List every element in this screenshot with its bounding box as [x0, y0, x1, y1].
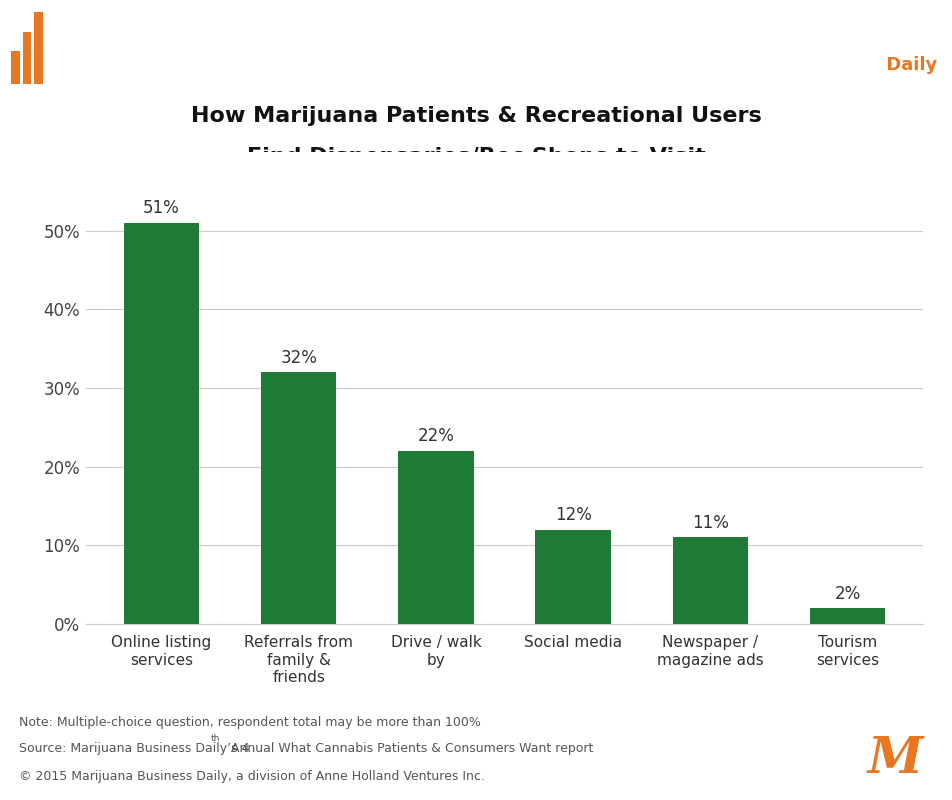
Text: th: th [210, 734, 220, 742]
Bar [535, 530, 611, 624]
Text: Marijuana: Marijuana [837, 25, 938, 42]
Text: 12%: 12% [555, 506, 591, 524]
Text: 51%: 51% [143, 199, 180, 218]
Bar [261, 372, 336, 624]
Text: Note: Multiple-choice question, respondent total may be more than 100%: Note: Multiple-choice question, responde… [19, 716, 481, 729]
Text: Daily: Daily [830, 56, 938, 74]
Text: 22%: 22% [418, 427, 454, 446]
Bar [11, 51, 20, 85]
Text: Annual What Cannabis Patients & Consumers Want report: Annual What Cannabis Patients & Consumer… [227, 742, 593, 755]
Text: Business: Business [843, 56, 938, 74]
Bar [34, 13, 43, 85]
Text: Find Dispensaries/Rec Shops to Visit: Find Dispensaries/Rec Shops to Visit [247, 147, 705, 167]
Text: © 2015 Marijuana Business Daily, a division of Anne Holland Ventures Inc.: © 2015 Marijuana Business Daily, a divis… [19, 770, 485, 783]
Bar [810, 608, 885, 624]
Text: 32%: 32% [280, 349, 317, 366]
Bar [23, 32, 31, 85]
Text: Source: Marijuana Business Daily’s 4: Source: Marijuana Business Daily’s 4 [19, 742, 249, 755]
Text: How Marijuana Patients & Recreational Users: How Marijuana Patients & Recreational Us… [190, 106, 762, 126]
Text: M: M [867, 734, 922, 784]
Bar [124, 222, 199, 624]
Text: 2%: 2% [835, 585, 861, 602]
Text: 11%: 11% [692, 514, 729, 532]
Bar [673, 538, 748, 624]
Text: Chart of the Week: Chart of the Week [52, 31, 422, 65]
Bar [398, 451, 474, 624]
